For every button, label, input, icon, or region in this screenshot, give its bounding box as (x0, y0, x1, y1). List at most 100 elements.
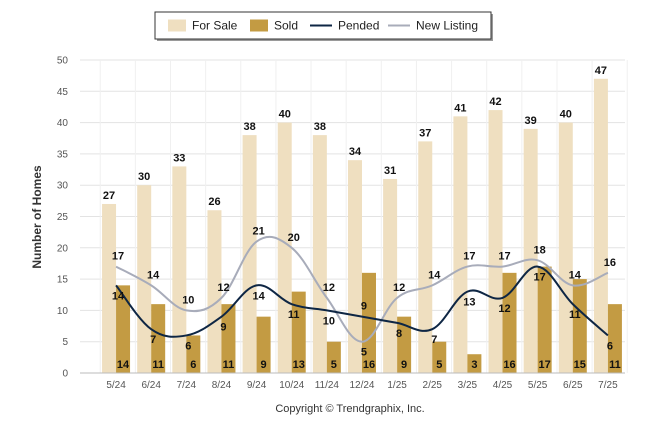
label-for-sale: 42 (489, 96, 501, 108)
bar-for-sale (172, 166, 187, 373)
bar-sold (502, 272, 517, 373)
label-for-sale: 27 (103, 190, 115, 202)
label-new-listing: 17 (463, 251, 475, 263)
x-tick-label: 11/24 (315, 380, 340, 391)
bar-sold (537, 266, 552, 373)
bar-for-sale (558, 122, 573, 373)
x-tick-label: 4/25 (493, 380, 513, 391)
bar-for-sale (383, 178, 398, 373)
label-sold: 15 (574, 359, 586, 371)
label-sold: 11 (152, 359, 164, 371)
bar-for-sale (102, 203, 117, 373)
copyright-text: Copyright © Trendgraphix, Inc. (275, 403, 424, 415)
label-pended: 14 (252, 290, 265, 302)
label-pended: 17 (534, 272, 546, 284)
line-pended (115, 265, 609, 338)
y-tick-label: 15 (57, 275, 69, 286)
label-new-listing: 20 (288, 232, 300, 244)
bar-for-sale (207, 210, 222, 373)
x-tick-label: 5/24 (106, 380, 126, 391)
label-sold: 16 (503, 359, 515, 371)
y-tick-label: 0 (62, 369, 68, 380)
bar-for-sale (347, 160, 362, 373)
label-pended: 6 (607, 340, 613, 352)
label-new-listing: 17 (112, 251, 124, 263)
label-for-sale: 41 (454, 102, 466, 114)
label-pended: 10 (323, 315, 335, 327)
bar-for-sale (488, 110, 503, 373)
bar-sold (397, 316, 412, 373)
bar-sold (186, 335, 201, 373)
label-sold: 9 (401, 359, 407, 371)
label-for-sale: 38 (314, 121, 326, 133)
bar-sold (361, 272, 376, 373)
label-new-listing: 17 (498, 251, 510, 263)
label-for-sale: 31 (384, 165, 396, 177)
label-sold: 11 (609, 359, 621, 371)
x-tick-label: 8/24 (212, 380, 232, 391)
label-pended: 12 (498, 303, 510, 315)
legend-item-pended-label: Pended (338, 19, 379, 33)
y-tick-label: 20 (57, 243, 69, 254)
y-tick-label: 45 (57, 87, 69, 98)
legend-item-new-listing-label: New Listing (416, 19, 478, 33)
x-tick-label: 12/24 (349, 380, 374, 391)
y-tick-label: 5 (62, 337, 68, 348)
label-for-sale: 30 (138, 171, 150, 183)
label-pended: 13 (463, 297, 475, 309)
label-new-listing: 14 (569, 269, 582, 281)
bar-for-sale (312, 135, 327, 373)
label-new-listing: 18 (534, 244, 546, 256)
bar-sold (432, 341, 447, 373)
label-sold: 5 (436, 359, 442, 371)
y-tick-label: 25 (57, 212, 69, 223)
label-sold: 11 (223, 359, 235, 371)
bar-for-sale (453, 116, 468, 373)
label-sold: 14 (117, 359, 130, 371)
label-sold: 16 (363, 359, 375, 371)
label-new-listing: 12 (217, 282, 229, 294)
label-for-sale: 40 (560, 109, 572, 121)
bar-for-sale (523, 128, 538, 373)
y-tick-label: 50 (57, 56, 69, 67)
label-sold: 3 (471, 359, 477, 371)
label-new-listing: 10 (182, 294, 194, 306)
label-for-sale: 34 (349, 146, 362, 158)
label-new-listing: 14 (147, 269, 160, 281)
x-tick-label: 1/25 (387, 380, 407, 391)
label-pended: 7 (431, 334, 437, 346)
label-new-listing: 5 (361, 347, 367, 359)
legend-item-sold-label: Sold (274, 19, 298, 33)
bar-for-sale (277, 122, 292, 373)
label-new-listing: 16 (604, 257, 616, 269)
label-sold: 5 (331, 359, 337, 371)
data-labels: 2714141730117143366102611912389142140131… (103, 65, 621, 371)
label-sold: 9 (261, 359, 267, 371)
label-for-sale: 39 (525, 115, 537, 127)
label-pended: 9 (361, 301, 367, 313)
x-tick-label: 10/24 (279, 380, 304, 391)
label-for-sale: 47 (595, 65, 607, 77)
y-axis-title: Number of Homes (30, 165, 44, 269)
label-for-sale: 33 (173, 152, 185, 164)
lines (115, 235, 609, 343)
label-sold: 13 (293, 359, 305, 371)
label-new-listing: 14 (428, 269, 441, 281)
label-for-sale: 37 (419, 127, 431, 139)
label-for-sale: 26 (208, 196, 220, 208)
label-pended: 11 (569, 309, 581, 321)
bar-for-sale (418, 141, 433, 373)
legend-item-for-sale-label: For Sale (192, 19, 238, 33)
label-sold: 17 (539, 359, 551, 371)
legend-item-for-sale-swatch (168, 19, 186, 32)
label-new-listing: 12 (323, 282, 335, 294)
label-new-listing: 21 (252, 226, 264, 238)
legend: For Sale Sold Pended New Listing (154, 11, 493, 41)
y-tick-label: 30 (57, 181, 69, 192)
x-tick-label: 2/25 (423, 380, 443, 391)
label-pended: 11 (288, 309, 300, 321)
bar-sold (256, 316, 271, 373)
legend-item-sold-swatch (250, 19, 268, 32)
